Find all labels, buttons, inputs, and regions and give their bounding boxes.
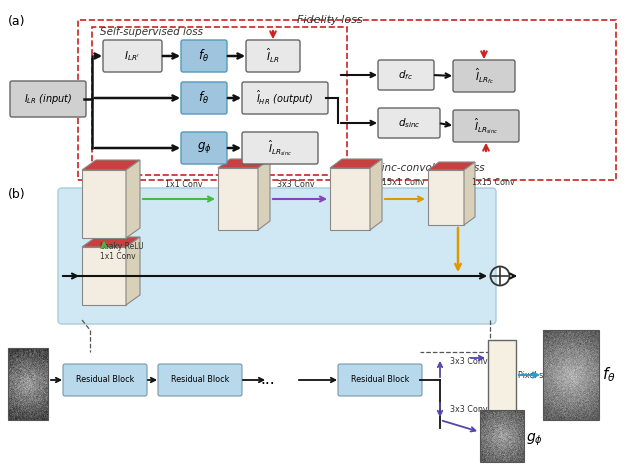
FancyBboxPatch shape: [453, 60, 515, 92]
Text: $g_\phi$: $g_\phi$: [196, 141, 211, 156]
Text: Residual Block: Residual Block: [171, 376, 229, 384]
Polygon shape: [126, 160, 140, 238]
Text: 1x15 Conv: 1x15 Conv: [472, 178, 515, 187]
Bar: [428, 170, 464, 225]
FancyBboxPatch shape: [338, 364, 422, 396]
Bar: [8, 348, 48, 420]
FancyBboxPatch shape: [453, 110, 519, 142]
FancyBboxPatch shape: [158, 364, 242, 396]
FancyBboxPatch shape: [58, 188, 496, 324]
Polygon shape: [370, 159, 382, 230]
FancyBboxPatch shape: [103, 40, 162, 72]
Text: Fidelity loss: Fidelity loss: [297, 15, 363, 25]
Polygon shape: [218, 159, 270, 168]
FancyBboxPatch shape: [378, 108, 440, 138]
Text: (b): (b): [8, 188, 26, 201]
Polygon shape: [258, 159, 270, 230]
Polygon shape: [330, 159, 382, 168]
Text: $I_{LR}$ (input): $I_{LR}$ (input): [24, 92, 72, 106]
Text: Pixel shuffle: Pixel shuffle: [518, 370, 566, 379]
Bar: [218, 168, 258, 230]
FancyBboxPatch shape: [10, 81, 86, 117]
Text: $\hat{I}_{LR_{fc}}$: $\hat{I}_{LR_{fc}}$: [475, 66, 493, 86]
FancyBboxPatch shape: [181, 40, 227, 72]
Text: $f_\theta$: $f_\theta$: [602, 366, 616, 384]
Polygon shape: [82, 160, 140, 170]
Polygon shape: [428, 162, 475, 170]
Text: (a): (a): [8, 15, 26, 28]
Text: 3x3 Conv: 3x3 Conv: [450, 406, 488, 415]
Bar: [480, 410, 524, 462]
Text: $d_{sinc}$: $d_{sinc}$: [397, 116, 420, 130]
Polygon shape: [82, 237, 140, 247]
Text: 3x3 Conv: 3x3 Conv: [450, 358, 488, 367]
FancyBboxPatch shape: [378, 60, 434, 90]
Text: $\hat{I}_{LR_{sinc}}$: $\hat{I}_{LR_{sinc}}$: [474, 116, 498, 136]
Polygon shape: [464, 162, 475, 225]
FancyBboxPatch shape: [246, 40, 300, 72]
Bar: [82, 247, 126, 305]
Bar: [92, 27, 347, 175]
Polygon shape: [126, 237, 140, 305]
Text: ...: ...: [260, 373, 275, 387]
Text: $d_{fc}$: $d_{fc}$: [399, 68, 413, 82]
Text: Sinc-convolution loss: Sinc-convolution loss: [375, 163, 484, 173]
Text: $I_{LR'}$: $I_{LR'}$: [125, 49, 141, 63]
Text: 3x3 Conv: 3x3 Conv: [277, 180, 315, 189]
Text: $\hat{I}_{LR_{sinc}}$: $\hat{I}_{LR_{sinc}}$: [268, 138, 292, 157]
FancyBboxPatch shape: [181, 82, 227, 114]
Bar: [330, 168, 370, 230]
Text: Leaky ReLU
1x1 Conv: Leaky ReLU 1x1 Conv: [100, 242, 143, 261]
Text: $\hat{I}_{LR}$: $\hat{I}_{LR}$: [266, 47, 280, 65]
Text: $f_\theta$: $f_\theta$: [198, 48, 209, 64]
Bar: [78, 20, 616, 180]
Text: Residual Block: Residual Block: [351, 376, 409, 384]
Text: $\hat{I}_{HR}$ (output): $\hat{I}_{HR}$ (output): [257, 89, 314, 107]
Text: 1x1 Conv: 1x1 Conv: [165, 180, 203, 189]
Text: Self-supervised loss: Self-supervised loss: [100, 27, 203, 37]
FancyBboxPatch shape: [242, 82, 328, 114]
Bar: [543, 330, 599, 420]
Text: 15x1 Conv: 15x1 Conv: [382, 178, 425, 187]
FancyBboxPatch shape: [242, 132, 318, 164]
Bar: [82, 170, 126, 238]
FancyBboxPatch shape: [63, 364, 147, 396]
FancyBboxPatch shape: [181, 132, 227, 164]
Text: $g_\phi$: $g_\phi$: [526, 432, 543, 448]
Bar: [488, 340, 516, 420]
Text: Residual Block: Residual Block: [76, 376, 134, 384]
Text: $f_\theta$: $f_\theta$: [198, 90, 209, 106]
